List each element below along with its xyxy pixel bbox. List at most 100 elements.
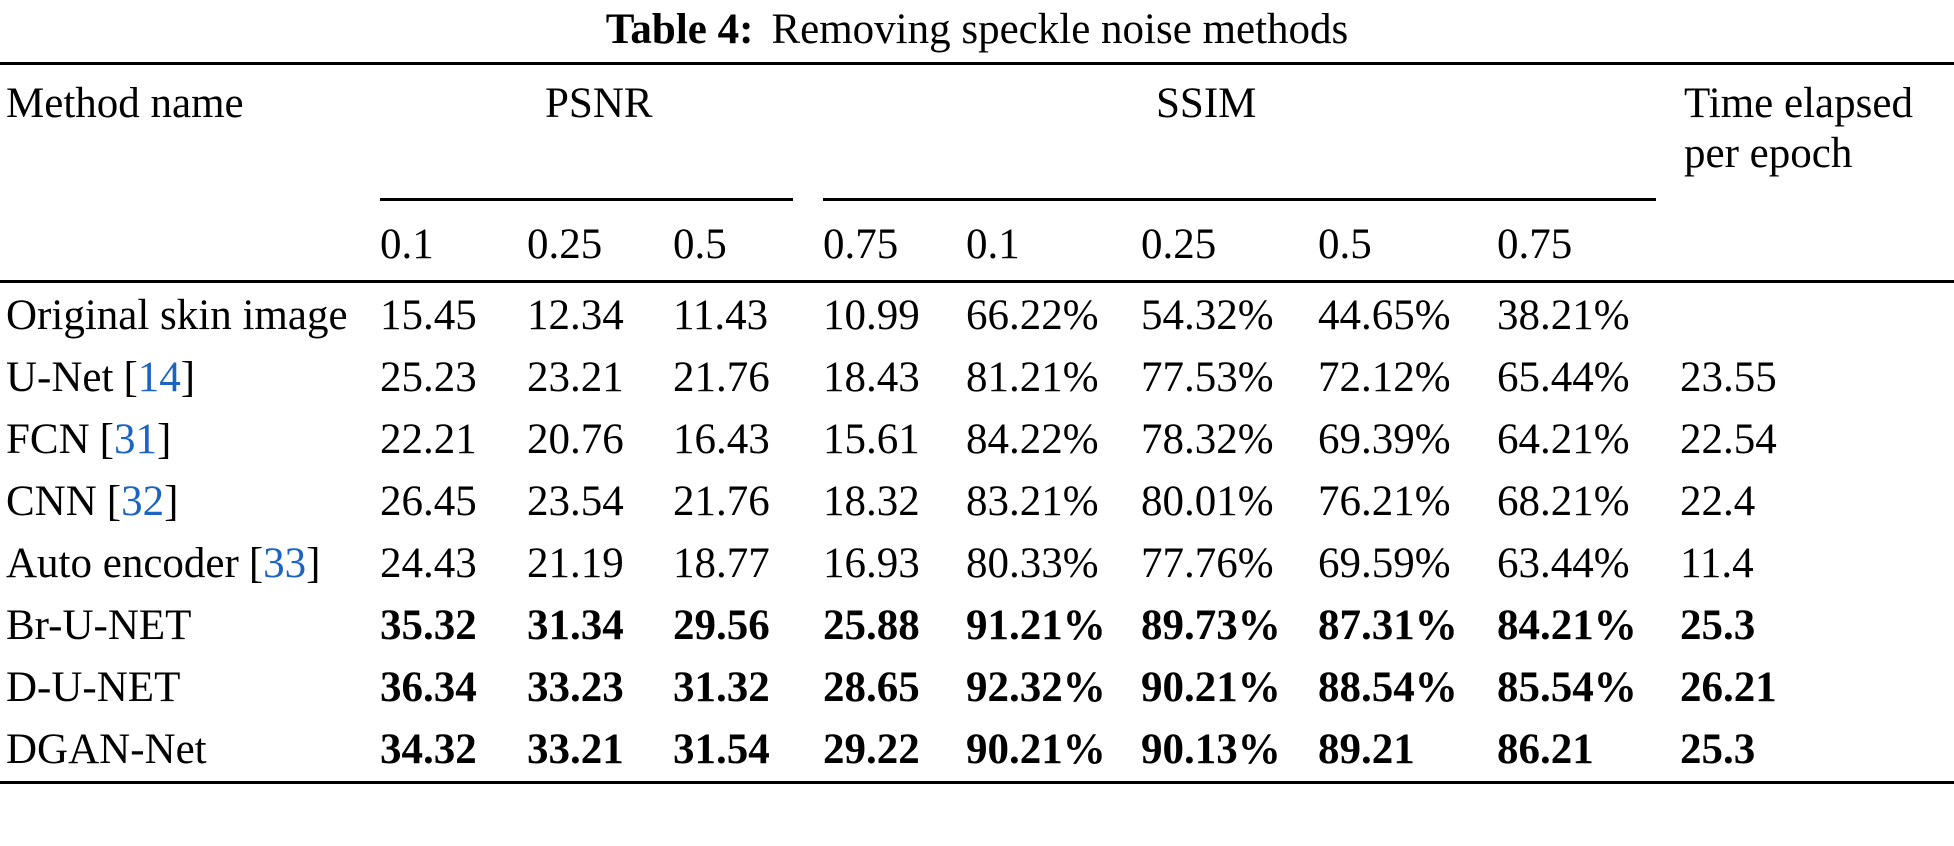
psnr-value: 18.43	[823, 354, 920, 401]
method-cell: Auto encoder [33]	[0, 533, 380, 595]
time-value: 25.3	[1680, 602, 1756, 649]
psnr-value: 29.22	[823, 726, 920, 773]
method-cell: DGAN-Net	[0, 719, 380, 783]
ssim-value: 89.21	[1318, 726, 1415, 773]
psnr-value: 31.32	[673, 664, 770, 711]
table-caption-label: Table 4:	[605, 6, 754, 53]
citation-link[interactable]: 33	[263, 540, 307, 587]
ssim-value: 90.21%	[966, 726, 1106, 773]
table-row-original-skin-image: Original skin image 15.45 12.34 11.43 10…	[0, 282, 1954, 348]
citation: [31]	[100, 416, 172, 463]
time-value: 22.4	[1680, 478, 1756, 525]
ssim-value: 65.44%	[1497, 354, 1630, 401]
citation: [32]	[107, 478, 179, 525]
method-cell: FCN [31]	[0, 409, 380, 471]
psnr-value: 36.34	[380, 664, 477, 711]
psnr-noise-level-0.25: 0.25	[527, 205, 673, 283]
ssim-value: 83.21%	[966, 478, 1099, 525]
citation-link[interactable]: 31	[113, 416, 157, 463]
method-cell: Br-U-NET	[0, 595, 380, 657]
psnr-value: 15.61	[823, 416, 920, 463]
psnr-value: 29.56	[673, 602, 770, 649]
psnr-value: 35.32	[380, 602, 477, 649]
ssim-noise-level-0.1: 0.1	[966, 205, 1142, 283]
psnr-value: 16.93	[823, 540, 920, 587]
psnr-noise-level-0.5: 0.5	[673, 205, 823, 283]
ssim-value: 76.21%	[1318, 478, 1451, 525]
method-name: CNN	[6, 478, 97, 525]
psnr-value: 22.21	[380, 416, 477, 463]
psnr-value: 31.34	[527, 602, 624, 649]
psnr-value: 24.43	[380, 540, 477, 587]
table-row-u-net: U-Net [14] 25.23 23.21 21.76 18.43 81.21%…	[0, 347, 1954, 409]
method-cell: D-U-NET	[0, 657, 380, 719]
ssim-noise-level-0.75: 0.75	[1497, 205, 1681, 283]
psnr-value: 34.32	[380, 726, 477, 773]
ssim-value: 91.21%	[966, 602, 1106, 649]
psnr-value: 21.76	[673, 478, 770, 525]
ssim-noise-level-0.5: 0.5	[1318, 205, 1498, 283]
ssim-value: 90.21%	[1141, 664, 1281, 711]
method-name: Original skin image	[6, 292, 348, 339]
ssim-value: 68.21%	[1497, 478, 1630, 525]
psnr-value: 31.54	[673, 726, 770, 773]
ssim-value: 90.13%	[1141, 726, 1281, 773]
ssim-value: 69.39%	[1318, 416, 1451, 463]
ssim-value: 69.59%	[1318, 540, 1451, 587]
psnr-value: 18.77	[673, 540, 770, 587]
ssim-value: 80.01%	[1141, 478, 1274, 525]
method-name: DGAN-Net	[6, 726, 207, 773]
citation: [14]	[123, 354, 195, 401]
psnr-value: 23.21	[527, 354, 624, 401]
ssim-value: 80.33%	[966, 540, 1099, 587]
table-row-dgan-net: DGAN-Net 34.32 33.21 31.54 29.22 90.21% …	[0, 719, 1954, 783]
ssim-value: 38.21%	[1497, 292, 1630, 339]
citation-open-bracket: [	[123, 354, 138, 401]
citation-open-bracket: [	[106, 478, 122, 525]
ssim-value: 86.21	[1497, 726, 1594, 773]
psnr-value: 25.23	[380, 354, 477, 401]
psnr-value: 28.65	[823, 664, 920, 711]
table-row-d-u-net: D-U-NET 36.34 33.23 31.32 28.65 92.32% 9…	[0, 657, 1954, 719]
citation: [33]	[249, 540, 321, 587]
ssim-value: 89.73%	[1141, 602, 1281, 649]
psnr-rule-cell	[380, 194, 823, 206]
header-group-row: Method name PSNR SSIM Time elapsed per e…	[0, 63, 1954, 283]
citation-open-bracket: [	[99, 416, 114, 463]
ssim-value: 92.32%	[966, 664, 1106, 711]
method-cell: CNN [32]	[0, 471, 380, 533]
psnr-value: 10.99	[823, 292, 920, 339]
table-row-cnn: CNN [32] 26.45 23.54 21.76 18.32 83.21% 8…	[0, 471, 1954, 533]
psnr-noise-level-0.75: 0.75	[823, 205, 967, 283]
psnr-value: 23.54	[527, 478, 624, 525]
psnr-value: 12.34	[527, 292, 624, 339]
psnr-value: 18.32	[823, 478, 920, 525]
ssim-value: 63.44%	[1497, 540, 1630, 587]
ssim-value: 72.12%	[1318, 354, 1451, 401]
header-rule-row	[0, 194, 1954, 206]
table-row-fcn: FCN [31] 22.21 20.76 16.43 15.61 84.22% 7…	[0, 409, 1954, 471]
method-name: Br-U-NET	[6, 602, 192, 649]
ssim-value: 77.53%	[1141, 354, 1274, 401]
ssim-value: 78.32%	[1141, 416, 1274, 463]
method-name: FCN	[6, 416, 90, 463]
table-caption-text: Removing speckle noise methods	[771, 6, 1349, 53]
time-value: 25.3	[1680, 726, 1756, 773]
table-caption: Table 4: Removing speckle noise methods	[0, 0, 1954, 62]
psnr-value: 20.76	[527, 416, 624, 463]
ssim-value: 66.22%	[966, 292, 1099, 339]
results-table: Method name PSNR SSIM Time elapsed per e…	[0, 62, 1954, 784]
table-row-auto-encoder: Auto encoder [33] 24.43 21.19 18.77 16.93…	[0, 533, 1954, 595]
column-group-psnr: PSNR	[545, 80, 653, 127]
psnr-value: 33.23	[527, 664, 624, 711]
time-value: 26.21	[1680, 664, 1777, 711]
citation-link[interactable]: 32	[121, 478, 165, 525]
ssim-rule-cell	[823, 194, 1680, 206]
method-cell: Original skin image	[0, 282, 380, 348]
column-header-method: Method name	[0, 63, 380, 283]
citation-close-bracket: ]	[306, 540, 321, 587]
psnr-value: 25.88	[823, 602, 920, 649]
ssim-value: 64.21%	[1497, 416, 1630, 463]
method-name: D-U-NET	[6, 664, 181, 711]
citation-link[interactable]: 14	[137, 354, 181, 401]
